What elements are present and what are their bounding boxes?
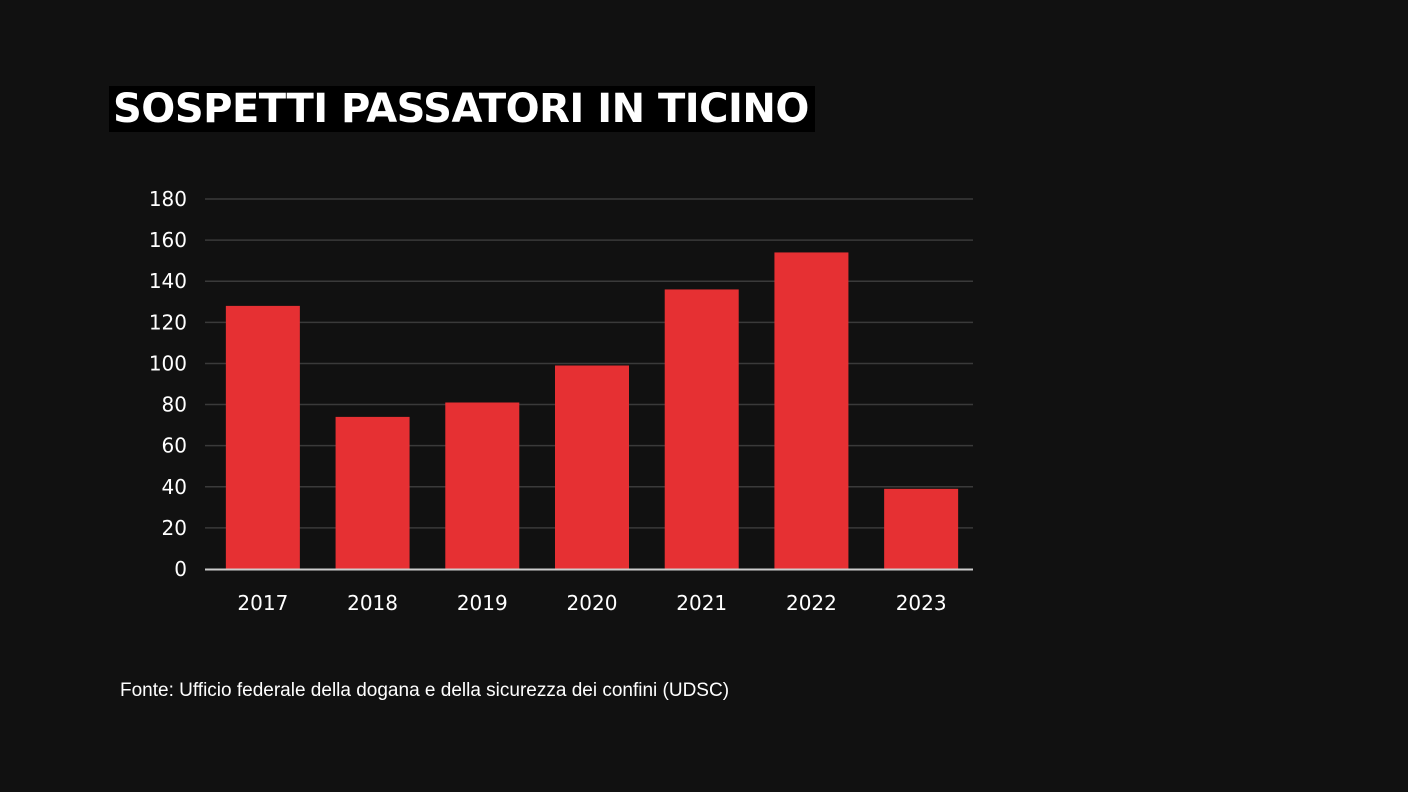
bar [774,252,849,569]
bar [445,402,520,569]
y-tick-label: 120 [149,310,187,334]
x-tick-label: 2019 [457,591,508,615]
bars [225,252,959,569]
chart-title: SOSPETTI PASSATORI IN TICINO [113,86,809,132]
y-tick-label: 80 [162,393,187,417]
x-tick-label: 2018 [347,591,398,615]
y-tick-label: 0 [174,557,187,581]
y-tick-label: 40 [162,475,187,499]
y-tick-label: 60 [162,434,187,458]
source-note: Fonte: Ufficio federale della dogana e d… [120,680,730,701]
bar [664,289,739,569]
y-tick-labels: 0 20 40 60 80 100 120 140 160 180 [149,187,187,581]
x-tick-labels: 2017 2018 2019 2020 2021 2022 2023 [237,591,946,615]
y-tick-label: 140 [149,269,187,293]
x-tick-label: 2023 [896,591,947,615]
bar [335,416,410,569]
bar [555,365,629,569]
x-tick-label: 2017 [237,591,288,615]
x-tick-label: 2022 [786,591,837,615]
y-tick-label: 180 [149,187,187,211]
x-tick-label: 2020 [567,591,618,615]
y-tick-label: 100 [149,351,187,375]
chart-title-box: SOSPETTI PASSATORI IN TICINO [109,86,815,132]
y-tick-label: 20 [162,516,187,540]
bar [884,488,959,569]
y-tick-label: 160 [149,228,187,252]
bar [225,305,300,569]
x-tick-label: 2021 [676,591,727,615]
